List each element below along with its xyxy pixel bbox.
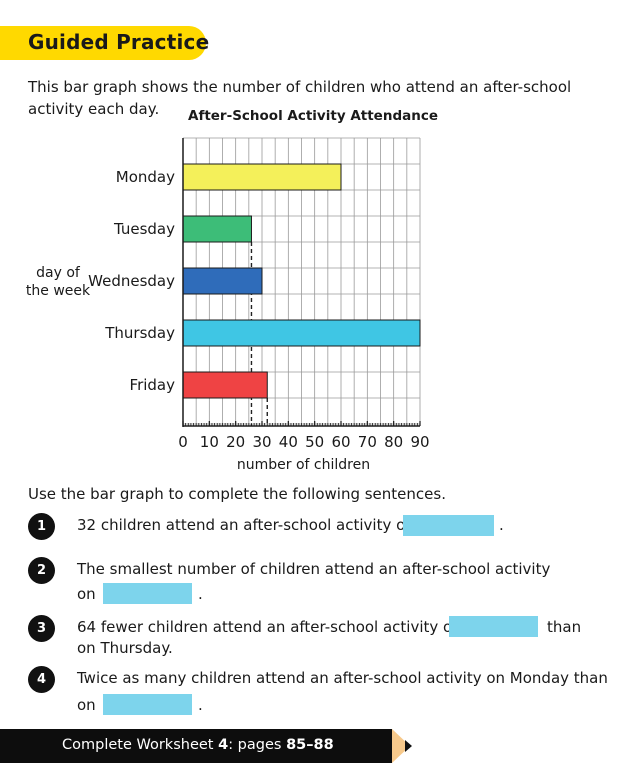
- question-3-text: 64 fewer children attend an after-school…: [77, 618, 462, 636]
- category-label: Wednesday: [88, 272, 175, 290]
- question-4: 4 Twice as many children attend an after…: [28, 666, 608, 716]
- x-tick-label: 10: [200, 433, 219, 451]
- y-axis-label-line2: the week: [26, 283, 91, 299]
- question-number-2: 2: [28, 557, 55, 584]
- footer-text: Complete Worksheet 4: pages 85–88: [62, 737, 334, 753]
- x-tick-label: 60: [331, 433, 350, 451]
- x-axis-label: number of children: [237, 457, 370, 473]
- pencil-icon: [392, 729, 410, 763]
- section-banner: [0, 26, 206, 60]
- chart-title: After-School Activity Attendance: [188, 108, 438, 124]
- category-label: Tuesday: [113, 220, 175, 238]
- question-4-text: Twice as many children attend an after-s…: [77, 669, 608, 687]
- question-2-on: on: [77, 585, 96, 603]
- answer-blank-2[interactable]: [103, 583, 192, 604]
- x-tick-label: 40: [279, 433, 298, 451]
- footer-worksheet-number: 4: [218, 737, 229, 753]
- question-number-3: 3: [28, 615, 55, 642]
- question-2-text: The smallest number of children attend a…: [77, 560, 551, 578]
- x-tick-label: 0: [178, 433, 188, 451]
- footer-middle: : pages: [228, 737, 287, 753]
- x-tick-label: 20: [226, 433, 245, 451]
- bar-monday: [182, 163, 342, 191]
- pencil-tip-icon: [405, 740, 412, 752]
- bar-wednesday: [182, 267, 263, 295]
- question-3-than: than: [547, 618, 582, 636]
- x-tick-label: 30: [252, 433, 271, 451]
- question-number-4: 4: [28, 666, 55, 693]
- question-3-line2: on Thursday.: [77, 639, 173, 657]
- x-tick-label: 80: [384, 433, 403, 451]
- question-1: 1 32 children attend an after-school act…: [28, 513, 598, 541]
- x-tick-label: 90: [410, 433, 429, 451]
- footer-bar: [0, 729, 392, 763]
- attendance-bar-chart: Monday Tuesday Wednesday Thursday Friday 0 10 2…: [26, 137, 430, 473]
- bar-thursday: [182, 319, 421, 347]
- bar-friday: [182, 371, 268, 399]
- footer-pages: 85–88: [286, 737, 334, 753]
- question-2-end: .: [198, 585, 203, 603]
- y-axis-label-line1: day of: [36, 265, 81, 281]
- x-tick-label: 70: [358, 433, 377, 451]
- question-4-end: .: [198, 696, 203, 714]
- category-label: Thursday: [104, 324, 175, 342]
- category-label: Friday: [130, 376, 176, 394]
- question-3: 3 64 fewer children attend an after-scho…: [28, 615, 598, 665]
- x-tick-label: 50: [305, 433, 324, 451]
- category-label: Monday: [116, 168, 175, 186]
- instruction-text: Use the bar graph to complete the follow…: [28, 485, 446, 503]
- question-1-text: 32 children attend an after-school activ…: [77, 516, 415, 534]
- footer-prefix: Complete Worksheet: [62, 737, 219, 753]
- section-title: Guided Practice: [28, 30, 210, 54]
- question-4-on: on: [77, 696, 96, 714]
- question-2: 2 The smallest number of children attend…: [28, 557, 598, 607]
- answer-blank-3[interactable]: [449, 616, 538, 637]
- bar-tuesday: [182, 215, 252, 243]
- question-number-1: 1: [28, 513, 55, 540]
- intro-text: This bar graph shows the number of child…: [28, 78, 572, 118]
- answer-blank-1[interactable]: [403, 515, 494, 536]
- answer-blank-4[interactable]: [103, 694, 192, 715]
- question-1-end: .: [499, 516, 504, 534]
